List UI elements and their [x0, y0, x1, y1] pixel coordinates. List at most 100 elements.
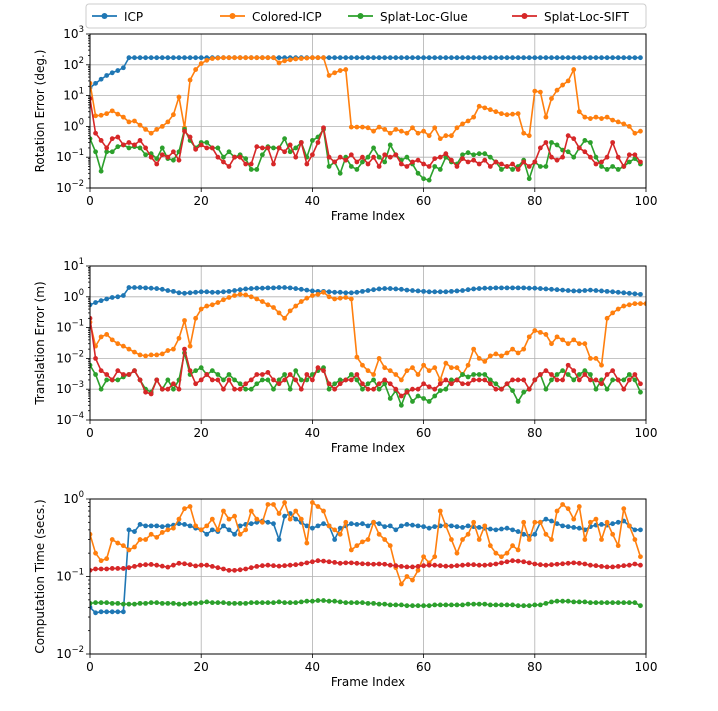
- data-point-colored-icp: [437, 377, 443, 383]
- data-point-colored-icp: [115, 540, 121, 546]
- x-axis-label: Frame Index: [331, 209, 405, 223]
- data-point-splat-loc-sift: [549, 562, 554, 568]
- data-point-splat-loc-glue: [126, 145, 132, 151]
- data-point-splat-loc-glue: [565, 598, 571, 604]
- x-tick-label: 100: [635, 660, 658, 674]
- data-point-splat-loc-glue: [154, 600, 160, 606]
- data-point-splat-loc-sift: [348, 377, 354, 383]
- data-point-splat-loc-sift: [415, 386, 421, 392]
- data-point-colored-icp: [588, 519, 593, 525]
- data-point-splat-loc-glue: [460, 152, 465, 158]
- data-point-icp: [382, 55, 388, 61]
- data-point-icp: [554, 287, 560, 293]
- data-point-colored-icp: [554, 508, 560, 514]
- data-point-icp: [337, 289, 343, 295]
- data-point-splat-loc-glue: [543, 164, 549, 169]
- data-point-splat-loc-sift: [471, 562, 477, 568]
- data-point-splat-loc-sift: [549, 372, 554, 377]
- data-point-icp: [326, 55, 332, 61]
- data-point-colored-icp: [337, 295, 343, 301]
- data-point-splat-loc-sift: [449, 157, 454, 163]
- data-point-splat-loc-sift: [287, 562, 293, 568]
- data-point-splat-loc-glue: [143, 152, 149, 158]
- data-point-colored-icp: [504, 550, 510, 556]
- data-point-colored-icp: [432, 365, 438, 371]
- data-point-splat-loc-glue: [582, 599, 588, 605]
- data-point-splat-loc-glue: [410, 603, 415, 609]
- data-point-splat-loc-sift: [154, 377, 160, 383]
- data-point-icp: [332, 537, 338, 542]
- data-point-splat-loc-sift: [243, 161, 249, 167]
- data-point-splat-loc-glue: [426, 177, 432, 183]
- data-point-icp: [437, 55, 443, 61]
- data-point-colored-icp: [204, 57, 210, 63]
- data-point-splat-loc-glue: [232, 600, 237, 606]
- data-point-colored-icp: [365, 125, 371, 131]
- data-point-splat-loc-sift: [332, 560, 338, 565]
- data-point-splat-loc-sift: [432, 562, 438, 568]
- data-point-colored-icp: [699, 347, 704, 352]
- legend-label-splat-loc-glue: Splat-Loc-Glue: [380, 10, 468, 24]
- data-point-splat-loc-sift: [554, 377, 560, 383]
- data-point-icp: [159, 55, 165, 61]
- data-point-icp: [599, 522, 604, 527]
- data-point-colored-icp: [549, 537, 554, 542]
- data-point-splat-loc-glue: [599, 600, 604, 606]
- data-point-icp: [276, 537, 282, 542]
- y-tick-label: 101: [63, 87, 84, 103]
- data-point-splat-loc-glue: [187, 600, 193, 606]
- data-point-splat-loc-glue: [621, 377, 627, 383]
- data-point-splat-loc-sift: [165, 386, 171, 392]
- data-point-icp: [282, 285, 287, 290]
- data-point-splat-loc-sift: [638, 562, 643, 568]
- data-point-colored-icp: [321, 289, 326, 295]
- data-point-colored-icp: [365, 537, 371, 542]
- data-point-colored-icp: [621, 506, 627, 512]
- data-point-colored-icp: [187, 77, 193, 83]
- data-point-splat-loc-sift: [415, 564, 421, 569]
- data-point-colored-icp: [259, 299, 265, 304]
- data-point-icp: [332, 55, 338, 61]
- data-point-colored-icp: [610, 310, 616, 316]
- data-point-splat-loc-sift: [276, 381, 282, 387]
- data-point-splat-loc-glue: [554, 598, 560, 604]
- data-point-splat-loc-glue: [176, 601, 182, 607]
- data-point-splat-loc-glue: [226, 372, 232, 377]
- data-point-icp: [393, 527, 399, 533]
- data-point-colored-icp: [271, 502, 276, 507]
- data-point-splat-loc-glue: [298, 377, 304, 383]
- data-point-splat-loc-sift: [165, 154, 171, 160]
- data-point-splat-loc-glue: [137, 145, 143, 151]
- data-point-colored-icp: [304, 295, 310, 301]
- data-point-icp: [232, 531, 237, 537]
- data-point-colored-icp: [343, 519, 349, 525]
- data-point-icp: [565, 55, 571, 61]
- data-point-splat-loc-sift: [582, 372, 588, 377]
- data-point-icp: [576, 55, 582, 61]
- data-point-colored-icp: [165, 119, 171, 125]
- data-point-splat-loc-sift: [471, 157, 477, 163]
- data-point-splat-loc-glue: [426, 603, 432, 609]
- data-point-icp: [293, 286, 299, 291]
- data-point-icp: [626, 290, 632, 296]
- data-point-splat-loc-glue: [638, 389, 643, 395]
- data-point-icp: [198, 55, 204, 61]
- data-point-icp: [376, 286, 382, 292]
- data-point-splat-loc-sift: [315, 365, 321, 371]
- data-point-splat-loc-sift: [232, 154, 237, 160]
- data-point-colored-icp: [287, 516, 293, 522]
- computation-time-plot: 0 20 40 60 80 100 10−2 10−1 100 Frame Index Comput…: [33, 490, 657, 689]
- data-point-splat-loc-glue: [115, 377, 121, 383]
- data-point-splat-loc-sift: [554, 157, 560, 163]
- data-point-colored-icp: [426, 133, 432, 139]
- data-point-icp: [109, 295, 115, 300]
- x-tick-label: 0: [86, 426, 94, 440]
- data-point-splat-loc-sift: [387, 381, 393, 387]
- data-point-colored-icp: [93, 550, 98, 556]
- data-point-splat-loc-sift: [610, 140, 616, 145]
- data-point-splat-loc-glue: [282, 372, 287, 377]
- data-point-icp: [449, 288, 454, 294]
- data-point-splat-loc-sift: [254, 372, 260, 377]
- data-point-icp: [376, 55, 382, 61]
